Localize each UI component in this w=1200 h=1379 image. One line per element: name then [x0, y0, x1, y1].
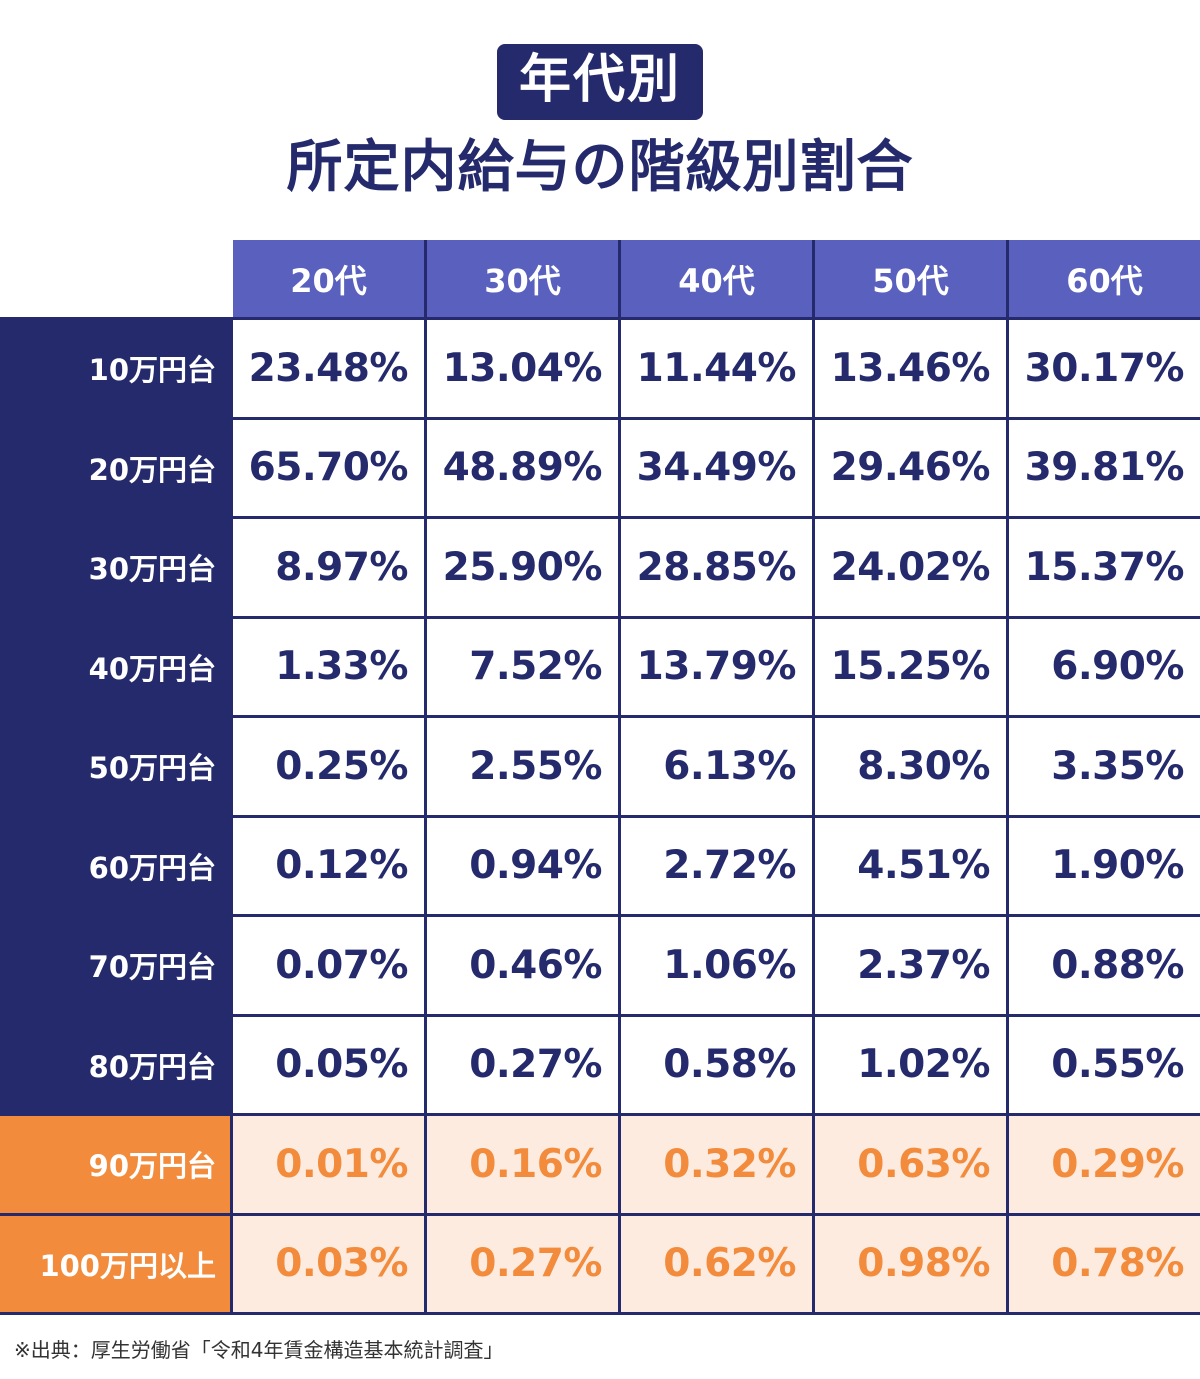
table-cell: 0.01% — [233, 1116, 424, 1213]
table-cell: 0.78% — [1009, 1215, 1200, 1312]
table-cell: 1.90% — [1009, 817, 1200, 914]
table-cell: 13.04% — [427, 320, 618, 417]
table-cell: 0.63% — [815, 1116, 1006, 1213]
table-cell: 30.17% — [1009, 320, 1200, 417]
row-label: 60万円台 — [0, 817, 230, 914]
row-label: 90万円台 — [0, 1116, 230, 1213]
column-header: 30代 — [427, 240, 618, 317]
table-cell: 4.51% — [815, 817, 1006, 914]
table-cell: 13.46% — [815, 320, 1006, 417]
table-cell: 65.70% — [233, 419, 424, 516]
table-cell: 11.44% — [621, 320, 812, 417]
table-cell: 23.48% — [233, 320, 424, 417]
table-cell: 15.37% — [1009, 519, 1200, 616]
table-cell: 0.03% — [233, 1215, 424, 1312]
table-cell: 1.33% — [233, 618, 424, 715]
column-header: 20代 — [233, 240, 424, 317]
row-label: 100万円以上 — [0, 1215, 230, 1312]
table-cell: 0.27% — [427, 1215, 618, 1312]
table-cell: 28.85% — [621, 519, 812, 616]
table-cell: 0.12% — [233, 817, 424, 914]
page-title: 所定内給与の階級別割合 — [286, 135, 914, 200]
table-cell: 6.90% — [1009, 618, 1200, 715]
table-cell: 29.46% — [815, 419, 1006, 516]
table-cell: 0.58% — [621, 1016, 812, 1113]
row-label: 80万円台 — [0, 1016, 230, 1113]
table-cell: 1.02% — [815, 1016, 1006, 1113]
table-cell: 0.94% — [427, 817, 618, 914]
table-cell: 24.02% — [815, 519, 1006, 616]
header-gap-cover — [0, 317, 230, 320]
table-cell: 7.52% — [427, 618, 618, 715]
table-cell: 0.98% — [815, 1215, 1006, 1312]
table-cell: 0.25% — [233, 718, 424, 815]
table-cell: 25.90% — [427, 519, 618, 616]
row-label: 40万円台 — [0, 618, 230, 715]
table-cell: 0.27% — [427, 1016, 618, 1113]
table-cell: 0.05% — [233, 1016, 424, 1113]
table-cell: 8.97% — [233, 519, 424, 616]
table-cell: 0.29% — [1009, 1116, 1200, 1213]
table-cell: 8.30% — [815, 718, 1006, 815]
table-cell: 1.06% — [621, 917, 812, 1014]
column-header: 60代 — [1009, 240, 1200, 317]
table-cell: 6.13% — [621, 718, 812, 815]
table-cell: 2.37% — [815, 917, 1006, 1014]
table-cell: 0.55% — [1009, 1016, 1200, 1113]
table-cell: 0.16% — [427, 1116, 618, 1213]
table-cell: 0.88% — [1009, 917, 1200, 1014]
table-cell: 48.89% — [427, 419, 618, 516]
table-cell: 0.32% — [621, 1116, 812, 1213]
title-block: 年代別 所定内給与の階級別割合 — [0, 0, 1200, 204]
row-label: 10万円台 — [0, 320, 230, 417]
salary-distribution-table: 20代 30代 40代 50代 60代 10万円台 23.48% 13.04% 11.44% 13… — [0, 240, 1200, 1315]
table-cell: 13.79% — [621, 618, 812, 715]
table-cell: 2.72% — [621, 817, 812, 914]
table-cell: 0.46% — [427, 917, 618, 1014]
row-label: 30万円台 — [0, 519, 230, 616]
title-badge: 年代別 — [496, 44, 703, 120]
column-header: 40代 — [621, 240, 812, 317]
table-cell: 0.62% — [621, 1215, 812, 1312]
table-cell: 3.35% — [1009, 718, 1200, 815]
row-label: 70万円台 — [0, 917, 230, 1014]
column-header: 50代 — [815, 240, 1006, 317]
table-cell: 0.07% — [233, 917, 424, 1014]
source-note: ※出典：厚生労働省「令和4年賃金構造基本統計調査」 — [14, 1338, 504, 1362]
table-cell: 2.55% — [427, 718, 618, 815]
header-corner — [0, 240, 233, 317]
table-cell: 34.49% — [621, 419, 812, 516]
row-label: 20万円台 — [0, 419, 230, 516]
table-cell: 15.25% — [815, 618, 1006, 715]
row-label: 50万円台 — [0, 718, 230, 815]
table-cell: 39.81% — [1009, 419, 1200, 516]
